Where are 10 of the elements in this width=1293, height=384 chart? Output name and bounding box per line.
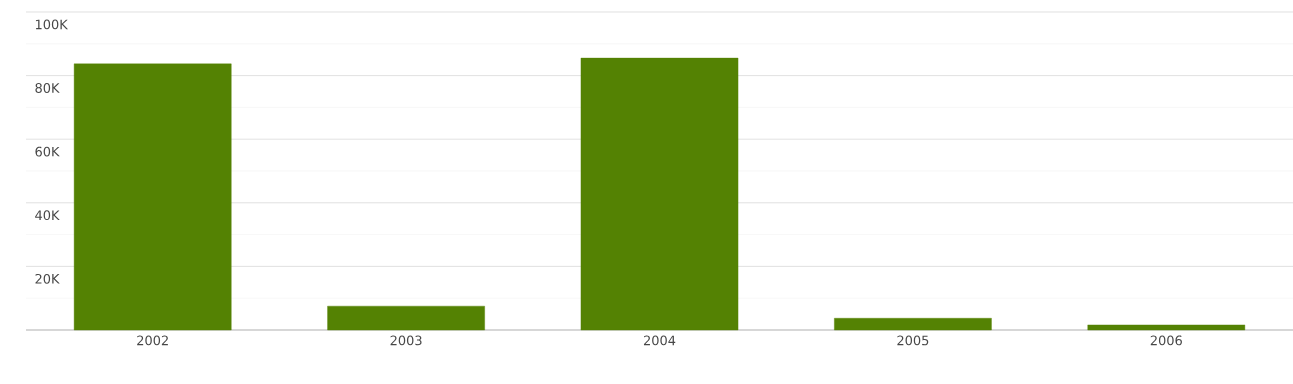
x-tick-label: 2003	[390, 335, 422, 346]
y-tick-label: 60K	[35, 146, 60, 157]
x-tick-label: 2006	[1150, 335, 1182, 346]
x-tick-label: 2004	[643, 335, 676, 346]
x-tick-label: 2005	[897, 335, 929, 346]
y-tick-label: 80K	[35, 83, 60, 93]
y-tick-label: 20K	[35, 273, 60, 284]
x-tick-label: 2002	[137, 335, 168, 346]
y-tick-label: 40K	[35, 210, 60, 221]
y-tick-label: 100K	[35, 19, 68, 30]
